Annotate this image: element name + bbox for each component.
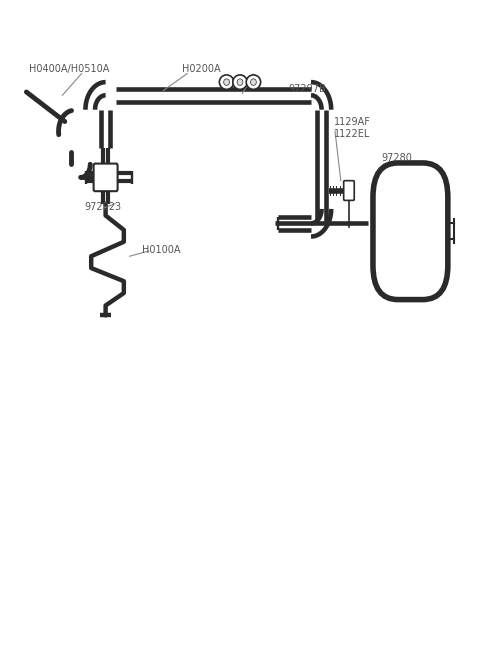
Text: H0200A: H0200A (182, 64, 221, 74)
Ellipse shape (246, 75, 261, 89)
Ellipse shape (251, 79, 256, 85)
FancyBboxPatch shape (344, 181, 354, 200)
Ellipse shape (219, 75, 234, 89)
Text: H0100A: H0100A (142, 244, 180, 255)
Text: 1129AF
1122EL: 1129AF 1122EL (334, 118, 371, 139)
Text: H0400A/H0510A: H0400A/H0510A (29, 64, 109, 74)
Text: 97297B: 97297B (288, 83, 326, 94)
Text: 972923: 972923 (84, 202, 121, 212)
Ellipse shape (224, 79, 229, 85)
FancyBboxPatch shape (94, 164, 118, 191)
FancyBboxPatch shape (373, 163, 448, 300)
Ellipse shape (233, 75, 247, 89)
Ellipse shape (237, 79, 243, 85)
Text: 97280: 97280 (382, 152, 412, 163)
